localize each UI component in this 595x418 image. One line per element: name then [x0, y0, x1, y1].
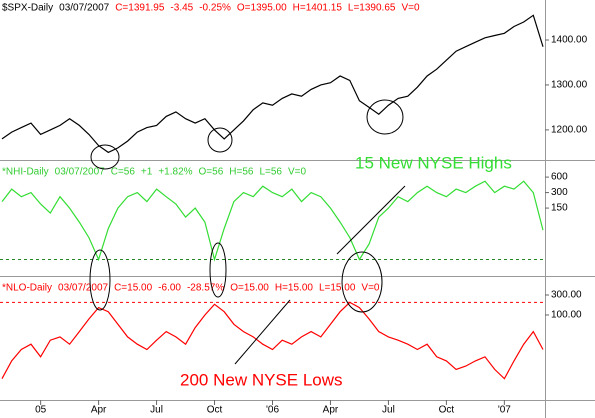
ellipse [209, 242, 227, 298]
y-tick-label: 100.00 [551, 310, 582, 321]
x-tick-label: Oct [439, 405, 455, 416]
x-tick-label: Oct [207, 405, 223, 416]
ellipse [90, 144, 120, 170]
x-tick-label: Jul [382, 405, 395, 416]
header-text: +1.82% [158, 167, 192, 178]
header-text: -6.00 [158, 283, 181, 294]
x-tick-label: Jul [150, 405, 163, 416]
series-line [1, 301, 544, 380]
header-text: L=1390.65 [348, 3, 396, 14]
header-text: -0.25% [199, 3, 231, 14]
header-text: $SPX-Daily [2, 3, 53, 14]
header-text: 03/07/2007 [58, 283, 108, 294]
x-tick-label: '07 [498, 405, 511, 416]
header-text: L=15.00 [319, 283, 356, 294]
header-text: -28.57% [187, 283, 224, 294]
header-text: O=15.00 [230, 283, 269, 294]
header-text: *NHI-Daily [2, 167, 49, 178]
header-text: H=56 [229, 167, 254, 178]
header-text: O=56 [199, 167, 224, 178]
series-line [1, 14, 544, 154]
header-text: V=0 [288, 167, 307, 178]
ellipse [89, 249, 111, 311]
header-text: -3.45 [170, 3, 193, 14]
header-text: *NLO-Daily [2, 283, 52, 294]
header-text: L=56 [259, 167, 282, 178]
annotation-line [336, 185, 406, 255]
y-tick-label: 150 [551, 203, 568, 214]
header-text: H=1401.15 [293, 3, 343, 14]
header-text: C=1391.95 [115, 3, 165, 14]
header-text: C=15.00 [114, 283, 153, 294]
ellipse [366, 99, 404, 135]
y-tick-label: 1400.00 [551, 35, 588, 46]
ellipse [207, 127, 233, 153]
x-tick-label: '06 [266, 405, 279, 416]
y-tick-label: 1300.00 [551, 80, 588, 91]
series-line [1, 180, 544, 262]
annotation: 200 New NYSE Lows [180, 370, 343, 389]
annotation: 15 New NYSE Highs [355, 153, 512, 172]
header-text: H=15.00 [275, 283, 314, 294]
header-text: 03/07/2007 [55, 167, 105, 178]
header-text: +1 [141, 167, 153, 178]
header-text: V=0 [401, 3, 420, 14]
header-text: V=0 [361, 283, 380, 294]
header-text: C=56 [111, 167, 136, 178]
y-tick-label: 300 [551, 187, 568, 198]
y-tick-label: 300.00 [551, 290, 582, 301]
header-text: 03/07/2007 [59, 3, 109, 14]
plot: 1200.00 1300.00 1400.00 $SPX-Daily 03/07/200… [0, 3, 588, 416]
x-tick-label: Apr [323, 405, 339, 416]
annotation-ellipses [89, 99, 406, 365]
x-tick-label: Apr [91, 405, 107, 416]
annotation-line [234, 299, 291, 365]
header-text: O=1395.00 [237, 3, 287, 14]
y-tick-label: 1200.00 [551, 125, 588, 136]
y-tick-label: 600 [551, 172, 568, 183]
ellipse [341, 251, 383, 313]
x-tick-label: 05 [35, 405, 47, 416]
